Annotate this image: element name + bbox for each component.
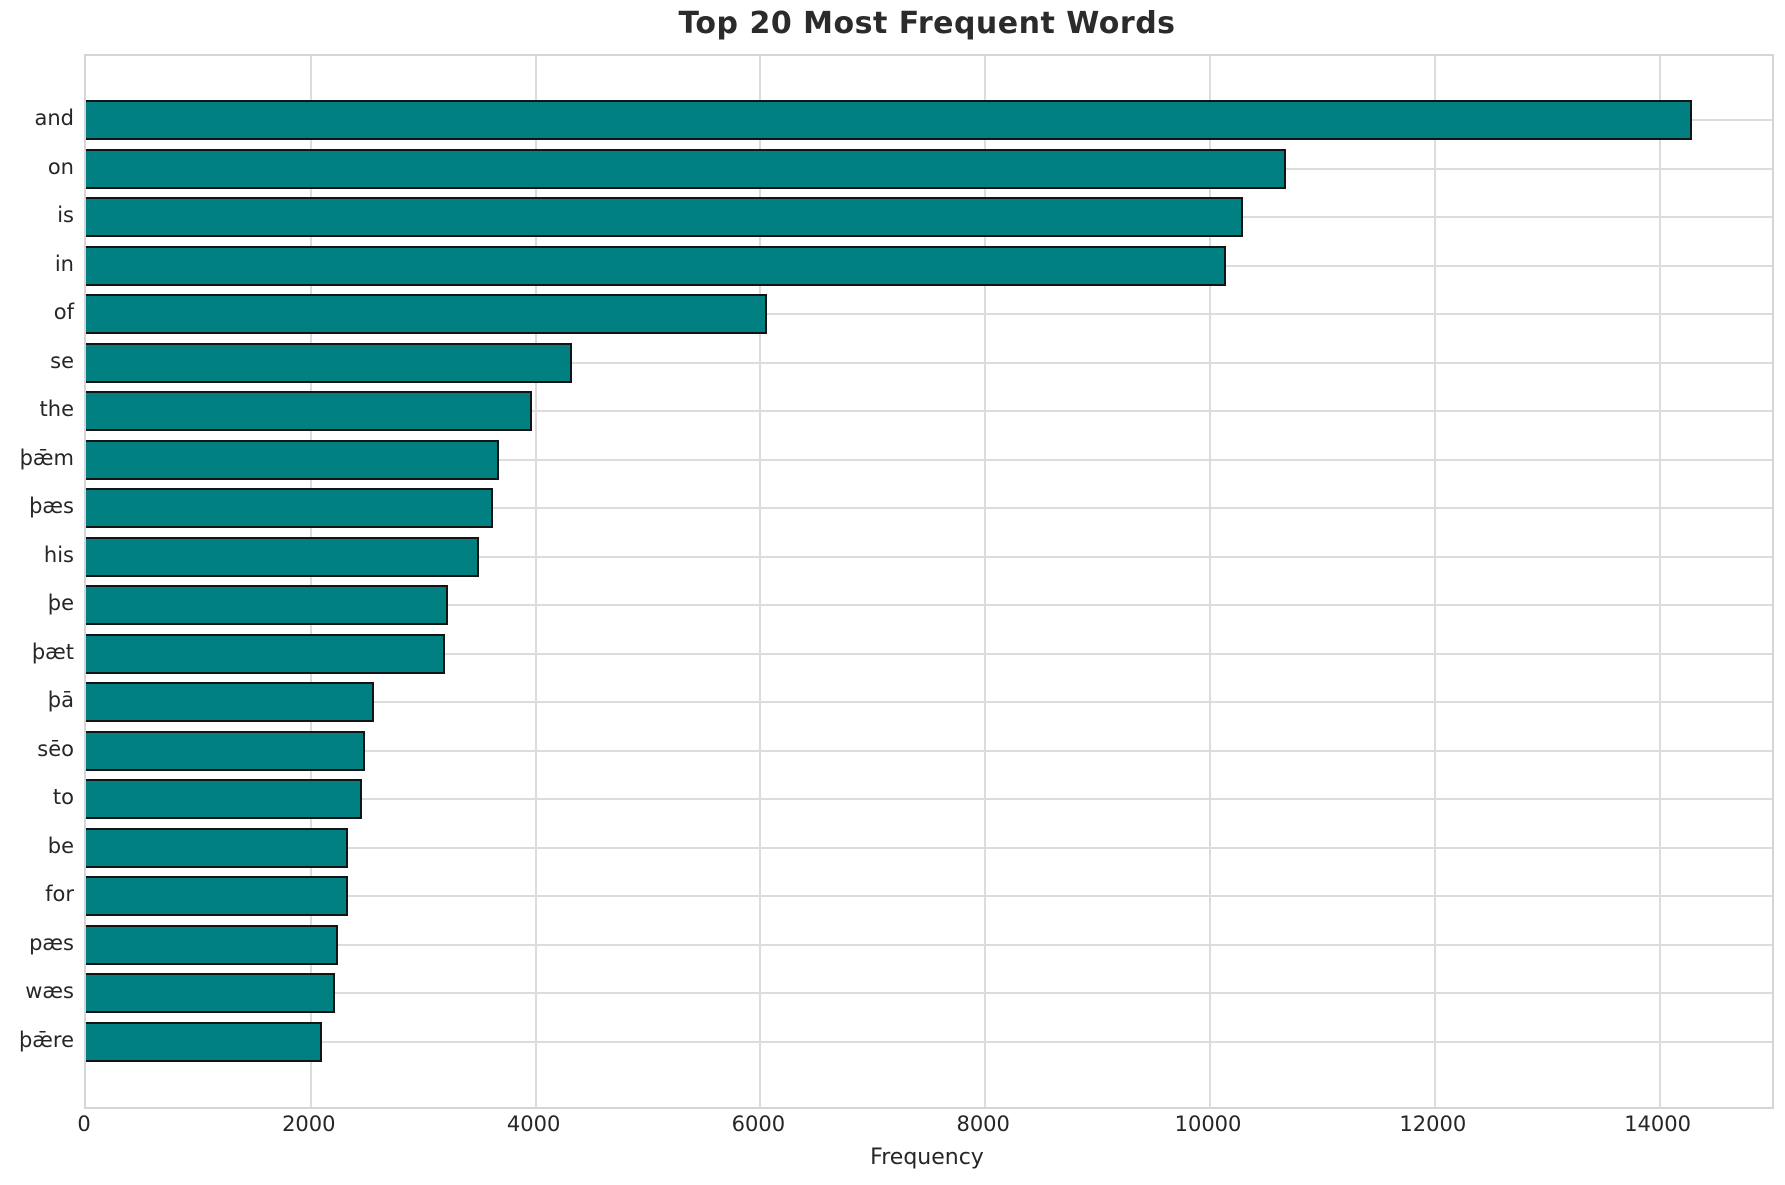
gridline-h [86,313,1772,315]
x-tick-label: 4000 [506,1112,561,1136]
gridline-v [534,56,537,1107]
bar-for [86,876,348,916]
bar-of [86,294,768,334]
y-tick-label: þe [47,591,74,615]
gridline-v [984,56,987,1107]
bar-is [86,197,1243,237]
bar-on [86,148,1287,189]
gridline-h [86,992,1772,994]
gridline-h [86,749,1772,752]
y-tick-label: is [57,203,74,227]
bar-pæs [86,924,338,965]
gridline-v [1433,56,1436,1107]
gridline-h [86,604,1772,606]
bar-his [86,536,480,577]
gridline-h [86,458,1772,461]
bar-þǣm [86,439,499,480]
bar-wæs [86,973,335,1013]
y-tick-label: his [43,542,74,567]
y-tick-label: se [50,348,74,373]
gridline-h [86,410,1772,412]
gridline-v [1658,56,1661,1107]
y-tick-label: þæt [31,639,74,664]
gridline-h [86,798,1772,800]
bar-se [86,342,572,383]
x-tick-label: 6000 [731,1112,786,1136]
gridline-v [309,56,312,1107]
x-tick-label: 8000 [956,1112,1010,1136]
chart-title: Top 20 Most Frequent Words [678,6,1176,41]
y-tick-label: to [52,785,74,809]
gridline-h [86,507,1772,509]
gridline-h [86,1040,1772,1043]
x-tick-label: 0 [77,1112,91,1136]
bar-þæs [86,488,493,528]
x-tick-label: 10000 [1174,1112,1242,1136]
bar-þe [86,585,448,625]
gridline-h [86,652,1772,655]
y-tick-label: wæs [25,979,74,1003]
gridline-h [86,846,1772,849]
y-tick-label: and [34,106,74,130]
gridline-v [1209,56,1211,1107]
gridline-h [86,701,1772,703]
x-axis-label: Frequency [870,1145,984,1170]
bar-be [86,827,349,868]
y-tick-label: þā [47,688,74,712]
y-tick-label: for [45,882,74,906]
y-tick-label: on [47,154,74,179]
y-tick-label: pæs [29,930,74,955]
bar-the [86,391,533,431]
gridline-h [86,555,1772,558]
y-tick-label: be [47,833,74,858]
y-tick-label: þǣre [18,1027,74,1052]
y-tick-label: in [54,251,74,276]
x-tick-label: 2000 [282,1112,336,1136]
gridline-h [86,943,1772,946]
y-tick-label: þæs [29,494,74,518]
x-tick-label: 12000 [1399,1112,1467,1136]
y-tick-label: sēo [37,736,74,761]
y-tick-label: þǣm [19,445,74,470]
bar-in [86,245,1226,286]
x-tick-label: 14000 [1624,1112,1691,1136]
y-tick-label: of [53,300,74,324]
gridline-h [86,361,1772,364]
gridline-h [86,895,1772,897]
gridline-v [759,56,762,1107]
bar-þæt [86,633,445,674]
y-tick-label: the [39,397,74,421]
bar-þā [86,682,374,722]
bar-sēo [86,730,365,771]
plot-area [84,54,1774,1109]
bar-þǣre [86,1021,323,1062]
bar-to [86,779,362,819]
bar-and [86,100,1693,140]
